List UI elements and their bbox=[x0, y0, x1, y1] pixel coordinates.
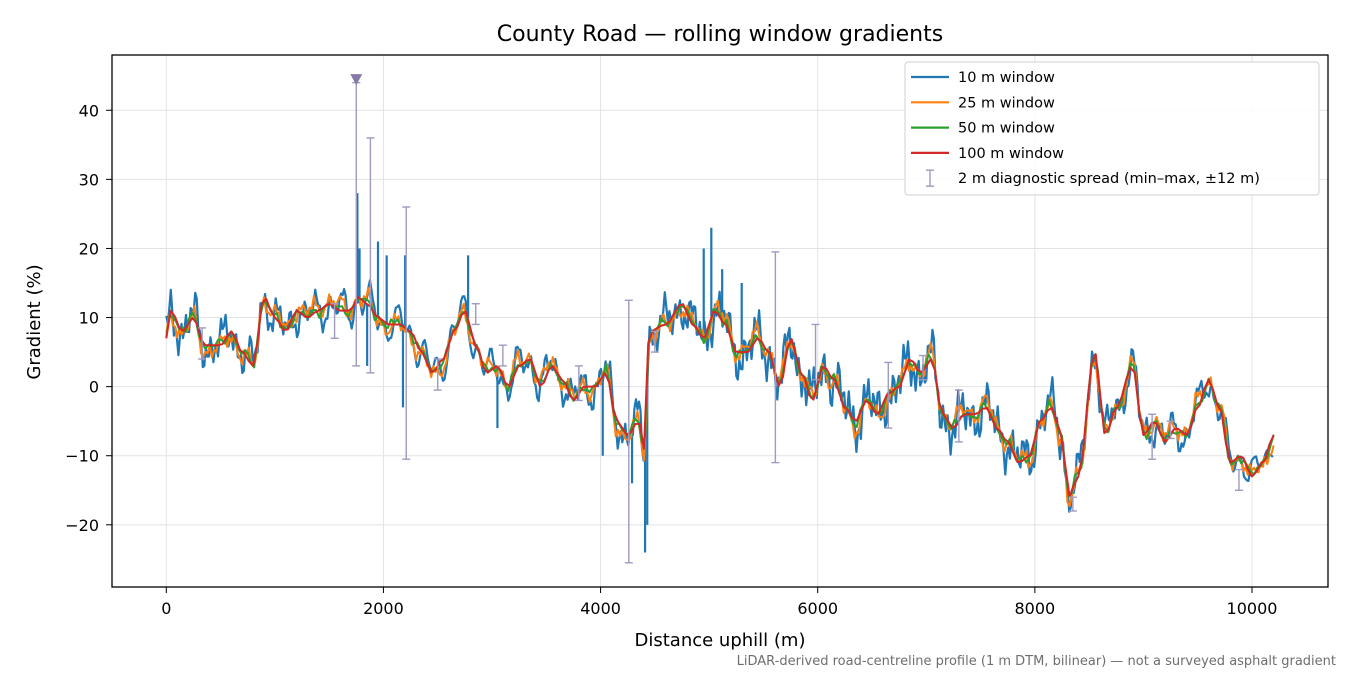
y-tick-label: −20 bbox=[65, 516, 99, 535]
x-axis-label: Distance uphill (m) bbox=[635, 630, 806, 651]
legend-label: 50 m window bbox=[958, 121, 1055, 137]
axes: 0 2000 4000 6000 8000 10000 −20 −10 0 10 20 30 40 bbox=[65, 54, 1329, 618]
y-tick-label: −10 bbox=[65, 447, 99, 466]
legend-label: 2 m diagnostic spread (min–max, ±12 m) bbox=[958, 171, 1260, 187]
series-line bbox=[165, 295, 1275, 498]
plot-frame bbox=[111, 54, 1329, 588]
x-tick-label: 2000 bbox=[363, 599, 404, 618]
y-axis-label: Gradient (%) bbox=[24, 264, 45, 379]
x-tick-label: 6000 bbox=[797, 599, 838, 618]
legend-box bbox=[904, 61, 1320, 196]
x-tick-label: 10000 bbox=[1227, 599, 1278, 618]
plot-area bbox=[165, 74, 1275, 564]
legend-label: 100 m window bbox=[958, 146, 1064, 162]
x-tick-label: 8000 bbox=[1014, 599, 1055, 618]
legend-label: 25 m window bbox=[958, 95, 1055, 111]
series-line bbox=[165, 287, 1275, 508]
footnote: LiDAR-derived road-centreline profile (1… bbox=[737, 654, 1336, 669]
series-line bbox=[165, 297, 1275, 498]
marker-triangle bbox=[350, 74, 363, 86]
legend-label: 10 m window bbox=[958, 70, 1055, 86]
y-tick-label: 30 bbox=[79, 170, 99, 189]
x-tick-label: 4000 bbox=[580, 599, 621, 618]
y-tick-label: 10 bbox=[79, 309, 99, 328]
y-tick-label: 20 bbox=[79, 239, 99, 258]
y-tick-label: 40 bbox=[79, 101, 99, 120]
legend: 10 m window 25 m window 50 m window 100 m w… bbox=[904, 61, 1320, 196]
series-lines bbox=[165, 81, 1275, 564]
chart-title: County Road — rolling window gradients bbox=[497, 22, 943, 47]
y-tick-label: 0 bbox=[89, 378, 99, 397]
x-tick-label: 0 bbox=[161, 599, 171, 618]
